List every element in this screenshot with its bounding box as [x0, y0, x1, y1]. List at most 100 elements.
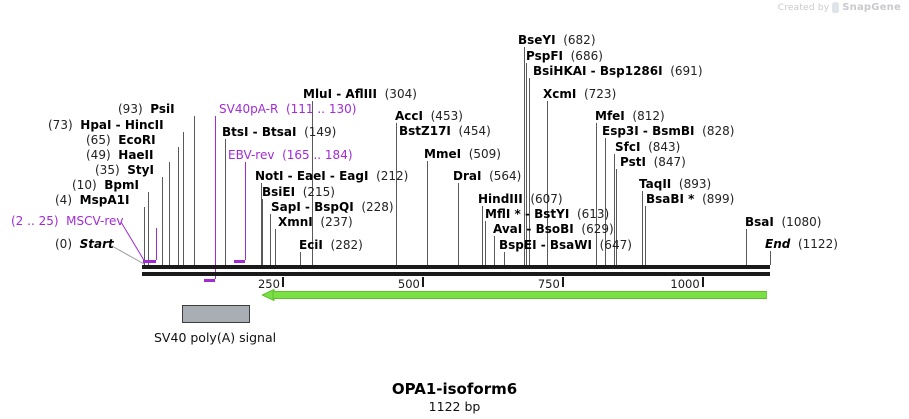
- enzyme-label-avai[interactable]: AvaI - BsoBI (629): [493, 223, 614, 236]
- enzyme-label-bspei-name: BspEI: [499, 238, 537, 252]
- enzyme-label-mmei[interactable]: MmeI (509): [424, 148, 501, 161]
- sequence-backbone-top: [142, 265, 770, 269]
- enzyme-label-bstz17i-position: (454): [458, 124, 491, 138]
- enzyme-tick: [642, 191, 643, 265]
- enzyme-tick: [300, 252, 301, 265]
- enzyme-label-mlui[interactable]: MluI - AflIII (304): [303, 88, 417, 101]
- name-separator: -: [522, 222, 536, 236]
- enzyme-label-noti[interactable]: NotI - EaeI - EagI (212): [255, 170, 408, 183]
- name-separator: -: [248, 125, 262, 139]
- enzyme-tick: [614, 154, 615, 265]
- enzyme-label-noti-name: EaeI: [296, 169, 326, 183]
- enzyme-label-xcmi[interactable]: XcmI (723): [543, 88, 616, 101]
- enzyme-label-xmni[interactable]: XmnI (237): [278, 216, 353, 229]
- ruler-tick: [701, 277, 704, 287]
- sequence-backbone-bottom: [142, 272, 770, 276]
- enzyme-tick: [312, 101, 313, 265]
- enzyme-tick: [770, 251, 771, 265]
- enzyme-label-sfci-name: SfcI: [615, 140, 641, 154]
- enzyme-label-esp3i-name: Esp3I: [602, 124, 639, 138]
- enzyme-label-acci[interactable]: AccI (453): [395, 110, 463, 123]
- enzyme-label-hpai-name: HincII: [124, 118, 164, 132]
- enzyme-label-ecii-name: EciI: [299, 238, 323, 252]
- enzyme-tick: [526, 63, 527, 265]
- enzyme-tick: [529, 78, 530, 265]
- enzyme-tick: [194, 116, 195, 265]
- enzyme-label-sapi[interactable]: SapI - BspQI (228): [271, 201, 394, 214]
- enzyme-label-bstz17i-name: BstZ17I: [399, 124, 451, 138]
- enzyme-label-sfci[interactable]: SfcI (843): [615, 141, 680, 154]
- primer-label-mscv-rev[interactable]: (2 .. 25) MSCV-rev: [11, 215, 124, 228]
- enzyme-label-avai-position: (629): [581, 222, 614, 236]
- enzyme-tick: [262, 199, 263, 265]
- orf-arrow[interactable]: [260, 286, 768, 302]
- marker-label-end-name: End: [765, 237, 791, 251]
- enzyme-label-mfei-position: (812): [632, 109, 665, 123]
- enzyme-label-mspa1i[interactable]: (4) MspA1I: [55, 194, 129, 207]
- primer-label-sv40pa-r-position: (111 .. 130): [285, 102, 357, 116]
- enzyme-label-xcmi-position: (723): [583, 87, 617, 101]
- primer-bar[interactable]: [204, 279, 215, 282]
- primer-label-ebv-rev[interactable]: EBV-rev (165 .. 184): [228, 149, 353, 162]
- enzyme-label-esp3i[interactable]: Esp3I - BsmBI (828): [602, 125, 734, 138]
- enzyme-label-bstz17i[interactable]: BstZ17I (454): [399, 125, 491, 138]
- enzyme-tick: [524, 47, 525, 265]
- enzyme-label-bpmi[interactable]: (10) BpmI: [72, 179, 139, 192]
- enzyme-tick: [162, 177, 163, 265]
- enzyme-label-bsiei[interactable]: BsiEI (215): [262, 186, 335, 199]
- ruler-label: 500: [397, 277, 420, 291]
- enzyme-tick: [270, 214, 271, 265]
- enzyme-label-avai-name: AvaI: [493, 222, 523, 236]
- enzyme-label-mfli-name: MflI *: [485, 207, 521, 221]
- enzyme-label-psti[interactable]: PstI (847): [620, 156, 686, 169]
- enzyme-label-hindiii-name: HindIII: [478, 192, 523, 206]
- enzyme-label-hpai[interactable]: (73) HpaI - HincII: [48, 119, 164, 132]
- enzyme-label-noti-name: EagI: [339, 169, 369, 183]
- enzyme-label-mlui-name: MluI: [303, 87, 333, 101]
- enzyme-label-bpmi-position: (10): [72, 178, 97, 192]
- primer-bar[interactable]: [143, 260, 156, 263]
- enzyme-label-acci-position: (453): [430, 109, 463, 123]
- enzyme-label-psti-name: PstI: [620, 155, 646, 169]
- enzyme-label-drai[interactable]: DraI (564): [453, 170, 521, 183]
- enzyme-tick: [169, 162, 170, 265]
- marker-label-start-position: (0): [55, 237, 72, 251]
- enzyme-label-btsi-name: BtsI: [222, 125, 249, 139]
- enzyme-label-bspei[interactable]: BspEI - BsaWI (647): [499, 239, 632, 252]
- primer-label-sv40pa-r[interactable]: SV40pA-R (111 .. 130): [219, 103, 356, 116]
- enzyme-label-xcmi-name: XcmI: [543, 87, 577, 101]
- enzyme-label-pspfi[interactable]: PspFI (686): [526, 50, 603, 63]
- name-separator: -: [111, 118, 125, 132]
- enzyme-label-mfli[interactable]: MflI * - BstYI (613): [485, 208, 609, 221]
- enzyme-label-styi[interactable]: (35) StyI: [95, 164, 154, 177]
- marker-label-end[interactable]: End (1122): [765, 238, 838, 251]
- primer-label-mscv-rev-position: (2 .. 25): [11, 214, 59, 228]
- marker-label-end-position: (1122): [797, 237, 838, 251]
- enzyme-label-btsi-name: BtsaI: [261, 125, 297, 139]
- enzyme-label-mmei-name: MmeI: [424, 147, 462, 161]
- enzyme-tick: [482, 206, 483, 265]
- enzyme-label-haeii[interactable]: (49) HaeII: [86, 149, 154, 162]
- ruler-tick: [561, 277, 564, 287]
- enzyme-label-taqii-position: (893): [678, 177, 712, 191]
- enzyme-label-hindiii[interactable]: HindIII (607): [478, 193, 563, 206]
- enzyme-label-xmni-position: (237): [320, 215, 353, 229]
- enzyme-tick: [275, 229, 276, 265]
- enzyme-label-mfei[interactable]: MfeI (812): [595, 110, 665, 123]
- enzyme-label-bsai[interactable]: BsaI (1080): [745, 216, 821, 229]
- enzyme-tick: [178, 147, 179, 265]
- enzyme-label-bsiei-position: (215): [302, 185, 335, 199]
- enzyme-label-bsihkai[interactable]: BsiHKAI - Bsp1286I (691): [533, 65, 703, 78]
- enzyme-label-psii[interactable]: (93) PsiI: [118, 103, 175, 116]
- enzyme-label-mspa1i-name: MspA1I: [79, 193, 130, 207]
- enzyme-label-bseyi[interactable]: BseYI (682): [518, 34, 596, 47]
- primer-bar[interactable]: [234, 260, 245, 263]
- enzyme-label-ecii[interactable]: EciI (282): [299, 239, 363, 252]
- marker-label-start[interactable]: (0) Start: [55, 238, 114, 251]
- enzyme-label-btsi[interactable]: BtsI - BtsaI (149): [222, 126, 336, 139]
- enzyme-label-ecori[interactable]: (65) EcoRI: [86, 134, 156, 147]
- enzyme-tick: [494, 236, 495, 265]
- enzyme-tick: [645, 206, 646, 265]
- enzyme-label-bsabi[interactable]: BsaBI * (899): [646, 193, 734, 206]
- enzyme-label-taqii[interactable]: TaqII (893): [639, 178, 711, 191]
